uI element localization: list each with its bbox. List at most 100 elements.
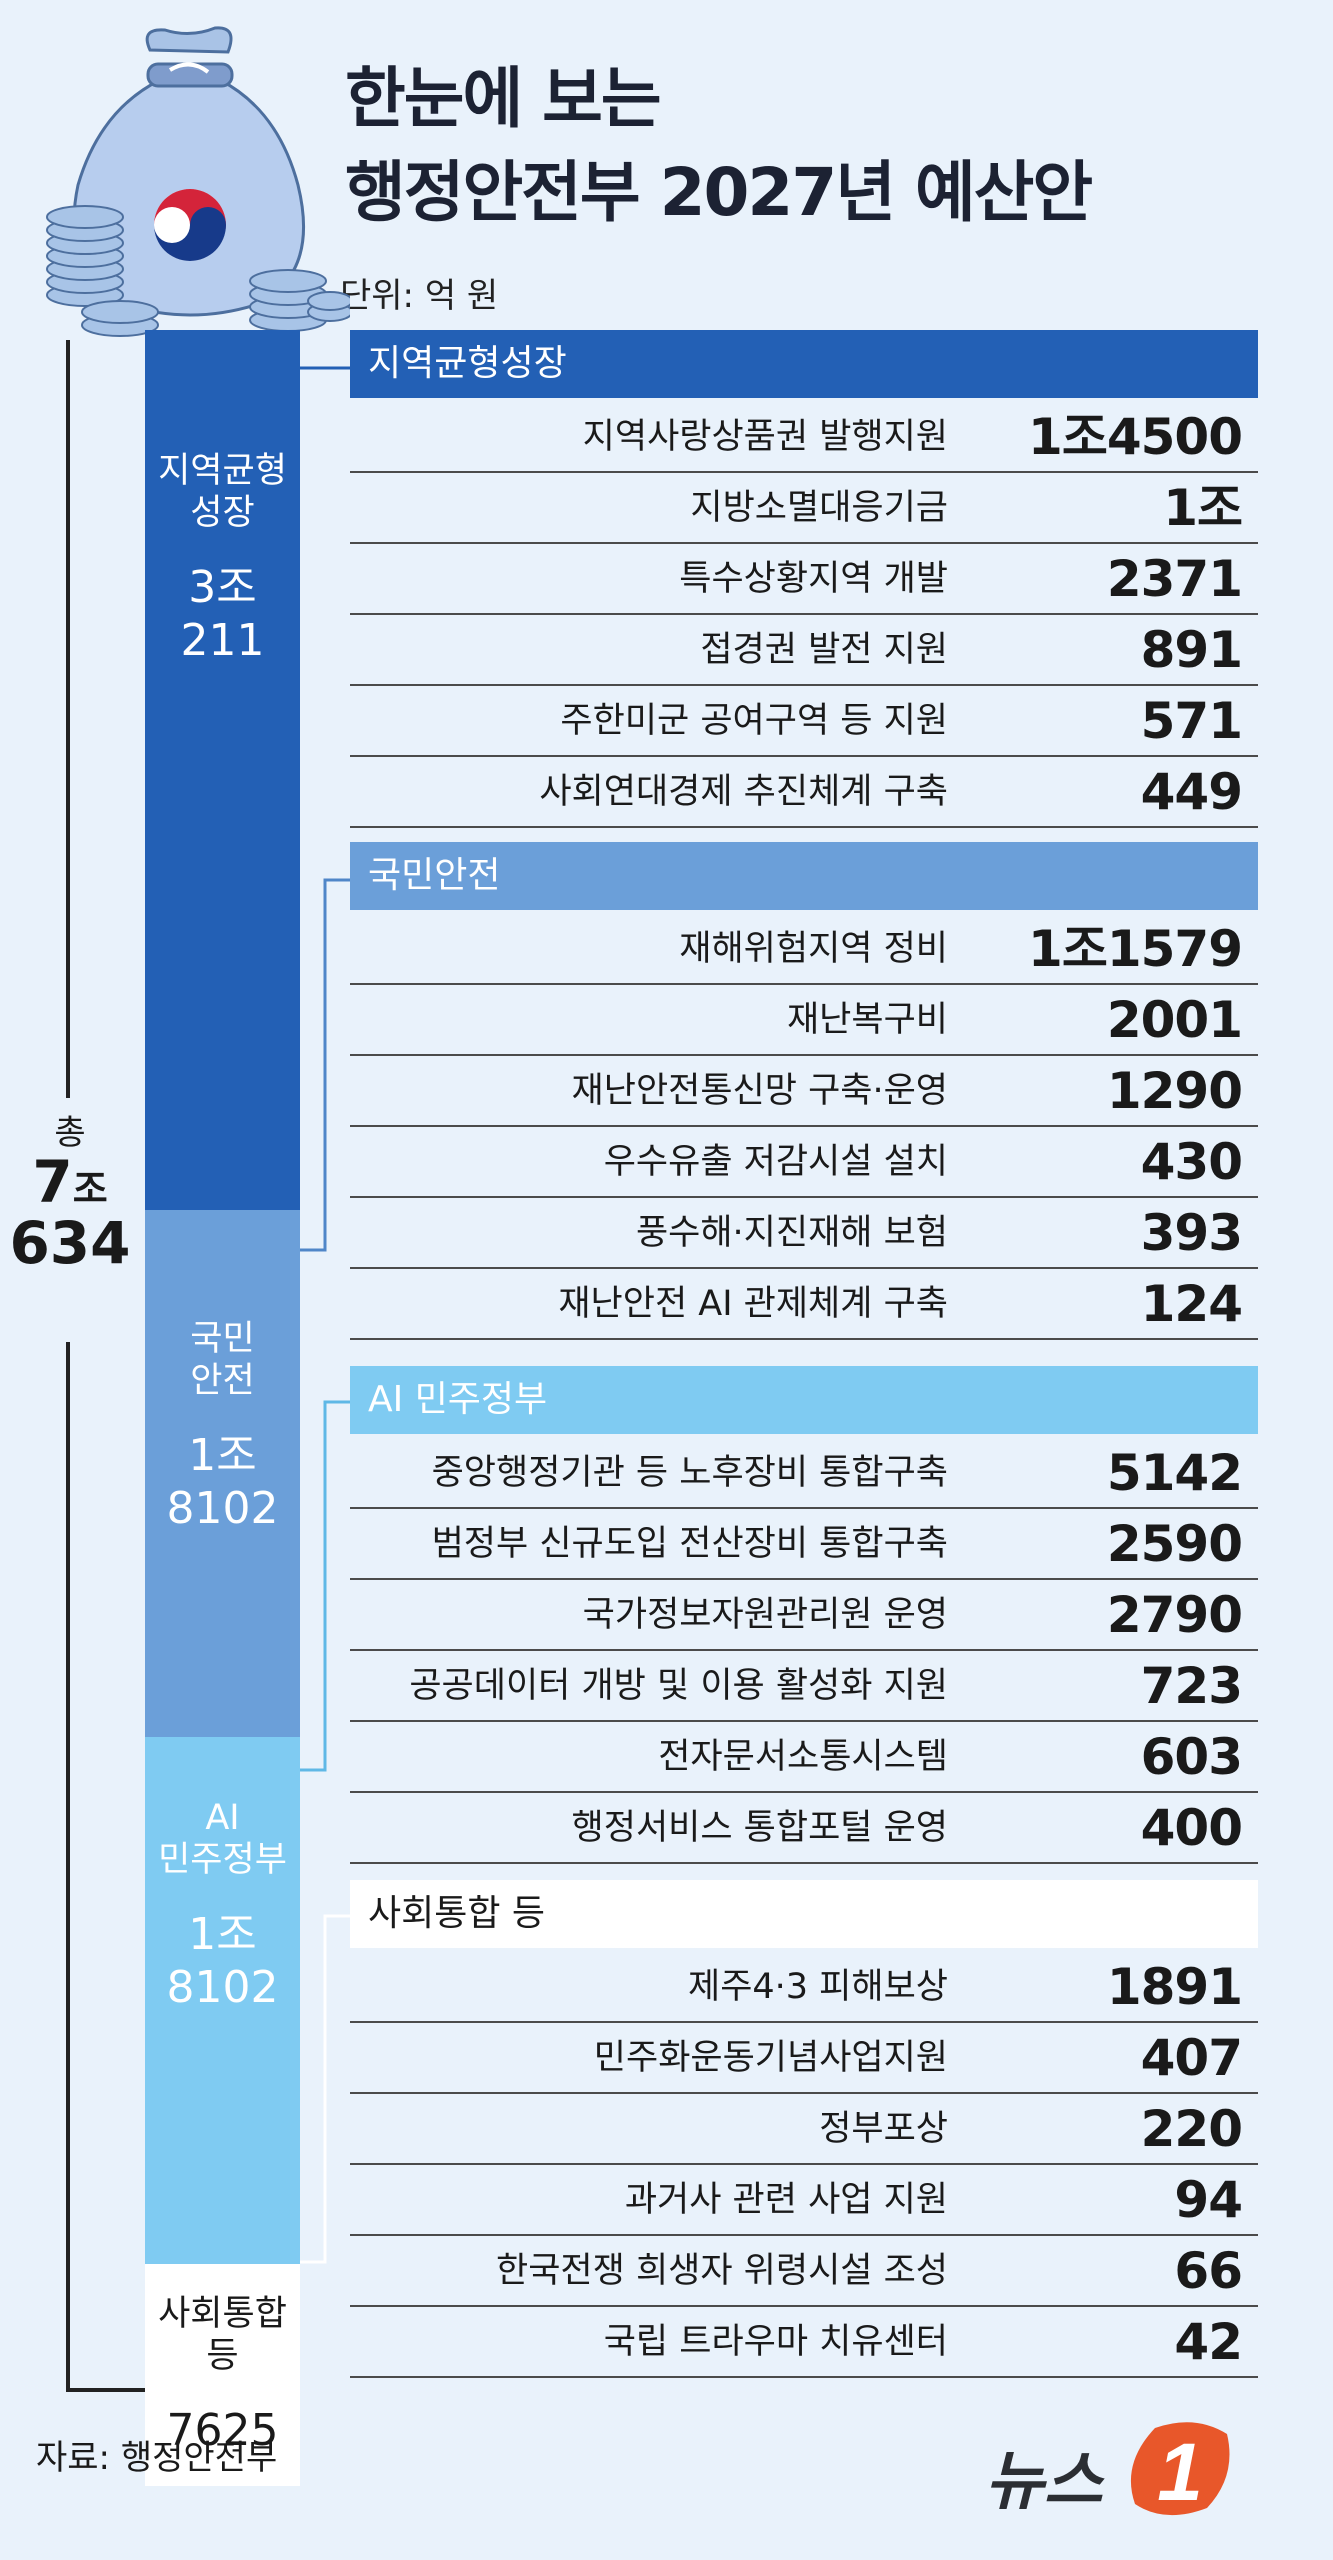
item-label: 지역사랑상품권 발행지원 (582, 417, 948, 457)
bar-segment-value: 8102 (166, 1483, 279, 1534)
item-value: 1조 (1163, 479, 1243, 537)
item-row: 특수상황지역 개발 2371 (350, 544, 1258, 615)
total-prefix: 총 (54, 1113, 86, 1153)
unit-label: 단위: 억 원 (340, 276, 499, 316)
source-label: 자료: 행정안전부 (36, 2438, 278, 2478)
bar-segment-name: 민주정부 (158, 1840, 287, 1880)
item-row: 범정부 신규도입 전산장비 통합구축 2590 (350, 1509, 1258, 1580)
item-label: 범정부 신규도입 전산장비 통합구축 (431, 1524, 948, 1564)
item-value: 1290 (1106, 1062, 1243, 1120)
item-value: 1891 (1106, 1958, 1243, 2016)
item-label: 정부포상 (819, 2109, 948, 2149)
item-value: 723 (1140, 1657, 1243, 1715)
bar-segment-2: 국민 안전 1조 8102 (145, 1210, 300, 1737)
item-row: 전자문서소통시스템 603 (350, 1722, 1258, 1793)
item-row: 풍수해·지진재해 보험 393 (350, 1198, 1258, 1269)
item-row: 국가정보자원관리원 운영 2790 (350, 1580, 1258, 1651)
item-label: 지방소멸대응기금 (690, 488, 948, 528)
total-value-trillions: 7 (32, 1147, 73, 1216)
item-label: 중앙행정기관 등 노후장비 통합구축 (431, 1453, 948, 1493)
bar-segment-value: 3조 (188, 562, 257, 613)
section-header-4: 사회통합 등 (350, 1880, 1258, 1948)
bar-segment-value: 211 (180, 615, 265, 666)
logo-mark-text: 1 (1157, 2427, 1203, 2518)
item-row: 접경권 발전 지원 891 (350, 615, 1258, 686)
connector-4 (300, 1914, 350, 2264)
item-label: 사회연대경제 추진체계 구축 (539, 772, 948, 812)
connector-2 (300, 878, 350, 1252)
bar-segment-3: AI 민주정부 1조 8102 (145, 1737, 300, 2264)
item-label: 공공데이터 개방 및 이용 활성화 지원 (409, 1666, 948, 1706)
item-label: 접경권 발전 지원 (700, 630, 948, 670)
item-label: 제주4·3 피해보상 (688, 1967, 948, 2007)
item-row: 민주화운동기념사업지원 407 (350, 2023, 1258, 2094)
item-value: 571 (1140, 692, 1243, 750)
item-row: 정부포상 220 (350, 2094, 1258, 2165)
item-value: 2371 (1106, 550, 1243, 608)
item-value: 400 (1140, 1799, 1243, 1857)
item-label: 국립 트라우마 치유센터 (603, 2322, 948, 2362)
item-label: 과거사 관련 사업 지원 (624, 2180, 948, 2220)
item-row: 재난복구비 2001 (350, 985, 1258, 1056)
logo-text: 뉴스 (985, 2445, 1103, 2519)
item-value: 2590 (1106, 1515, 1243, 1573)
item-value: 124 (1140, 1275, 1243, 1333)
total-bracket-tick (66, 2388, 146, 2392)
item-label: 전자문서소통시스템 (658, 1737, 948, 1777)
bar-segment-name: 성장 (190, 493, 255, 533)
item-label: 재난안전 AI 관제체계 구축 (558, 1284, 948, 1324)
item-value: 430 (1140, 1133, 1243, 1191)
bar-segment-name: AI (205, 1798, 240, 1838)
item-row: 지역사랑상품권 발행지원 1조4500 (350, 402, 1258, 473)
item-label: 행정서비스 통합포털 운영 (571, 1808, 948, 1848)
total-label: 총 7조 634 (0, 1098, 140, 1342)
section-header-3: AI 민주정부 (350, 1366, 1258, 1434)
money-bag-icon (46, 26, 350, 337)
item-value: 66 (1174, 2242, 1243, 2300)
item-value: 393 (1140, 1204, 1243, 1262)
item-value: 220 (1140, 2100, 1243, 2158)
total-value-remainder: 634 (9, 1208, 131, 1277)
item-label: 풍수해·지진재해 보험 (635, 1213, 948, 1253)
item-row: 공공데이터 개방 및 이용 활성화 지원 723 (350, 1651, 1258, 1722)
item-row: 과거사 관련 사업 지원 94 (350, 2165, 1258, 2236)
item-row: 국립 트라우마 치유센터 42 (350, 2307, 1258, 2378)
item-value: 407 (1140, 2029, 1243, 2087)
item-value: 891 (1140, 621, 1243, 679)
item-label: 국가정보자원관리원 운영 (582, 1595, 948, 1635)
bar-segment-value: 7625 (166, 2405, 279, 2456)
bar-segment-name: 안전 (190, 1361, 255, 1401)
item-row: 사회연대경제 추진체계 구축 449 (350, 757, 1258, 828)
item-row: 재해위험지역 정비 1조1579 (350, 914, 1258, 985)
news1-logo: 뉴스 1 (985, 2420, 1245, 2530)
bar-segment-1: 지역균형 성장 3조 211 (145, 330, 300, 1210)
bar-segment-4: 사회통합 등 7625 (145, 2264, 300, 2486)
section-header-2: 국민안전 (350, 842, 1258, 910)
item-row: 우수유출 저감시설 설치 430 (350, 1127, 1258, 1198)
item-value: 2790 (1106, 1586, 1243, 1644)
item-value: 1조1579 (1028, 920, 1243, 978)
page-title-line-1: 한눈에 보는 (345, 60, 662, 137)
item-label: 민주화운동기념사업지원 (593, 2038, 948, 2078)
bar-segment-value: 1조 (188, 1909, 257, 1960)
item-label: 재난복구비 (786, 1000, 948, 1040)
bar-segment-value: 8102 (166, 1962, 279, 2013)
item-value: 94 (1174, 2171, 1243, 2229)
item-value: 1조4500 (1028, 408, 1243, 466)
item-label: 재난안전통신망 구축·운영 (571, 1071, 948, 1111)
item-value: 603 (1140, 1728, 1243, 1786)
bar-segment-name: 등 (206, 2336, 239, 2376)
item-row: 지방소멸대응기금 1조 (350, 473, 1258, 544)
item-row: 제주4·3 피해보상 1891 (350, 1952, 1258, 2023)
item-label: 주한미군 공여구역 등 지원 (560, 701, 948, 741)
item-row: 한국전쟁 희생자 위령시설 조성 66 (350, 2236, 1258, 2307)
total-value-unit: 조 (72, 1166, 108, 1211)
connector-3 (300, 1400, 350, 1772)
bar-segment-name: 지역균형 (158, 451, 287, 491)
bar-segment-value: 1조 (188, 1430, 257, 1481)
item-row: 중앙행정기관 등 노후장비 통합구축 5142 (350, 1438, 1258, 1509)
item-row: 재난안전통신망 구축·운영 1290 (350, 1056, 1258, 1127)
item-label: 한국전쟁 희생자 위령시설 조성 (496, 2251, 948, 2291)
logo-mark-icon: 1 (1130, 2422, 1230, 2518)
